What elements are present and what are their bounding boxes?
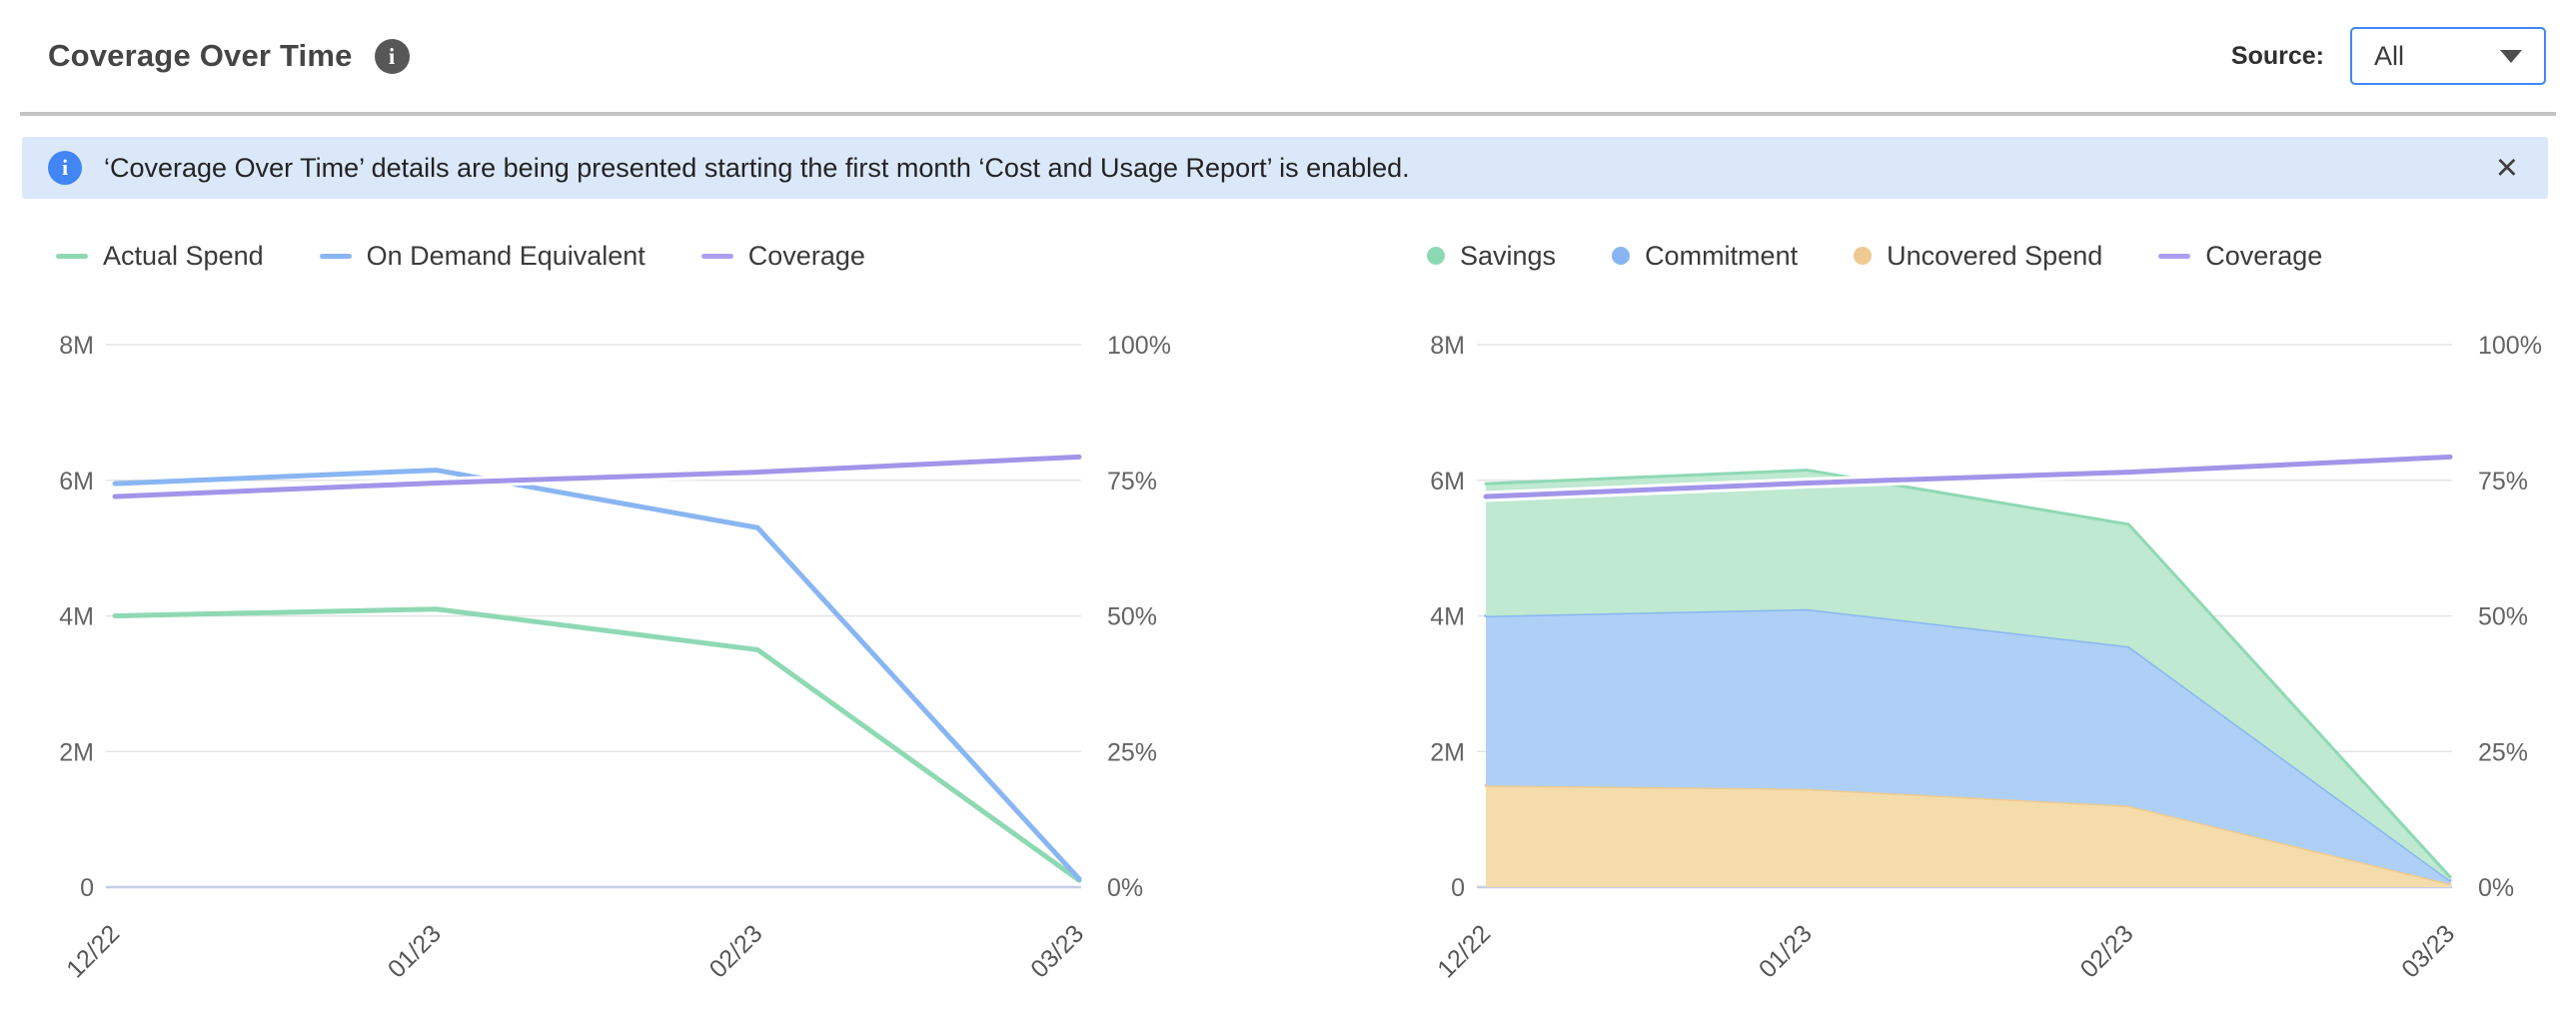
source-label: Source: [2230,41,2324,70]
right-axis-tick-label: 25% [2478,738,2528,766]
coverage-line-marker-icon [2158,253,2191,259]
left-axis-tick-label: 0 [80,874,94,902]
commitment-circle-marker-icon [1612,247,1631,265]
legend-label: Commitment [1645,240,1799,271]
right-axis-tick-label: 0% [2478,874,2514,902]
uncovered-spend-circle-marker-icon [1854,247,1873,265]
left-axis-tick-label: 0 [1451,874,1465,902]
charts-row: Actual Spend On Demand Equivalent Coverage… [0,233,2576,1006]
x-axis-label: 02/23 [2075,919,2139,983]
legend-item-coverage[interactable]: Coverage [2158,241,2322,272]
legend-item-commitment[interactable]: Commitment [1612,241,1798,272]
right-axis-tick-label: 25% [1107,738,1157,766]
area-chart-legend: Savings Commitment Uncovered Spend Coverage [1401,233,2557,279]
x-axis-label: 12/22 [61,919,125,983]
panel-header: Coverage Over Time i Source: All [0,0,2576,112]
coverage-line [1483,454,2453,500]
banner-text: ‘Coverage Over Time’ details are being p… [104,152,1410,183]
x-axis-label: 01/23 [1754,919,1818,983]
legend-label: Actual Spend [103,240,264,271]
legend-label: Coverage [2205,240,2323,271]
legend-item-uncovered-spend[interactable]: Uncovered Spend [1854,241,2102,272]
header-divider [20,112,2556,116]
right-axis-tick-label: 75% [2478,468,2528,496]
left-axis-tick-label: 2M [1430,738,1465,766]
coverage-line [112,454,1082,500]
x-axis-label: 03/23 [2396,919,2460,983]
source-dropdown[interactable]: All [2350,27,2546,85]
spend-line-chart: Actual Spend On Demand Equivalent Coverage… [30,233,1186,1006]
legend-item-actual-spend[interactable]: Actual Spend [56,241,264,272]
uncovered-spend-area [1486,785,2450,887]
left-axis-tick-label: 4M [1430,603,1465,631]
page-title: Coverage Over Time [48,38,353,73]
commitment-area [1486,608,2450,884]
info-glyph: i [61,155,69,180]
x-axis-label: 02/23 [704,919,768,983]
right-axis-tick-label: 50% [2478,603,2528,631]
actual-spend-line [112,606,1082,883]
left-axis-tick-label: 2M [59,738,94,766]
info-banner: i ‘Coverage Over Time’ details are being… [22,137,2548,199]
legend-item-savings[interactable]: Savings [1427,241,1556,272]
line-chart-legend: Actual Spend On Demand Equivalent Coverage [30,233,1186,279]
line-chart-plot: 0 0% 2M 25% 4M 50% 6M 75% 8M 100% 12/22 01/23 02/23 0… [59,332,1171,983]
legend-label: Uncovered Spend [1887,240,2103,271]
legend-label: Coverage [747,240,865,271]
left-axis-tick-label: 6M [1430,468,1465,496]
x-axis-label: 12/22 [1432,919,1496,983]
legend-label: On Demand Equivalent [366,240,645,271]
right-axis-tick-label: 50% [1107,603,1157,631]
right-axis-tick-label: 100% [2478,332,2542,360]
coverage-area-chart: Savings Commitment Uncovered Spend Coverage… [1401,233,2557,1006]
info-glyph: i [388,43,396,69]
legend-item-on-demand-equivalent[interactable]: On Demand Equivalent [319,240,645,272]
dropdown-caret-icon [2500,49,2522,63]
left-axis-tick-label: 8M [59,332,94,360]
source-control-group: Source: All [2231,27,2546,85]
left-axis-tick-label: 4M [59,603,94,631]
title-info-icon[interactable]: i [374,38,410,74]
left-axis-tick-label: 8M [1430,332,1465,360]
actual-spend-line-marker-icon [56,253,88,259]
header-title-group: Coverage Over Time i [48,38,410,74]
right-axis-tick-label: 100% [1107,332,1171,360]
on-demand-equivalent-line-marker-icon [319,253,352,259]
coverage-line-marker-icon [700,253,733,259]
savings-area-edge [1484,469,2452,879]
legend-label: Savings [1460,240,1557,271]
on-demand-equivalent-line [112,468,1082,882]
left-axis-tick-label: 6M [59,468,94,496]
banner-close-button[interactable]: × [2492,149,2522,187]
x-axis-label: 03/23 [1025,919,1089,983]
banner-info-icon: i [48,151,82,185]
source-dropdown-value: All [2374,40,2405,71]
right-axis-tick-label: 0% [1107,874,1143,902]
area-chart-plot: 0 0% 2M 25% 4M 50% 6M 75% 8M 100% 12/22 01/23 02/23 0… [1430,332,2542,983]
x-axis-label: 01/23 [383,919,447,983]
savings-circle-marker-icon [1427,247,1445,265]
savings-area [1486,470,2450,881]
legend-item-coverage[interactable]: Coverage [700,240,865,272]
right-axis-tick-label: 75% [1107,468,1157,496]
